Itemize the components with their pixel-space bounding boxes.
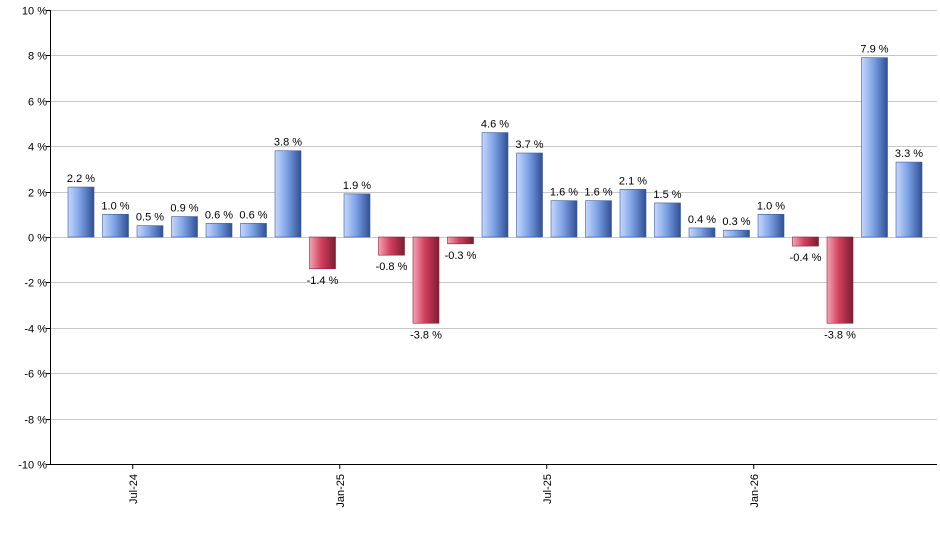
data-label: 0.4 % — [688, 214, 716, 226]
data-label: 0.5 % — [136, 212, 164, 224]
axes — [46, 10, 937, 469]
bar-positive — [550, 200, 578, 238]
bar-negative — [378, 236, 405, 256]
bar-positive — [481, 132, 509, 238]
y-tick-label: 6 % — [28, 97, 47, 109]
y-tick-label: 4 % — [28, 142, 47, 154]
data-label: 1.9 % — [343, 180, 371, 192]
x-tick-labels: Jul-24 Jan-25 Jul-25 Jan-26 — [128, 474, 761, 508]
y-tick-label: 10 % — [22, 6, 47, 18]
data-label: 0.6 % — [239, 209, 267, 221]
data-label: 1.6 % — [550, 187, 578, 199]
y-tick-label: -2 % — [24, 278, 47, 290]
y-tick-label: -4 % — [24, 324, 47, 336]
bar-positive — [723, 229, 750, 238]
bar-positive — [136, 225, 164, 238]
y-tick-label: 8 % — [28, 51, 47, 63]
y-tick-label: -8 % — [24, 415, 47, 427]
y-tick-label: 2 % — [28, 188, 47, 200]
data-label: 0.6 % — [205, 209, 233, 221]
bar-positive — [688, 227, 716, 238]
data-label: -3.8 % — [410, 329, 442, 341]
data-label: 1.5 % — [653, 189, 681, 201]
bar-negative — [792, 236, 819, 247]
bar-positive — [274, 150, 302, 238]
data-label: 7.9 % — [860, 44, 888, 56]
x-tick-label: Jan-26 — [749, 474, 761, 508]
data-label: 3.7 % — [515, 139, 543, 151]
bar-positive — [240, 223, 267, 238]
data-label: 2.2 % — [67, 173, 95, 185]
bars — [67, 57, 923, 324]
bar-positive — [102, 214, 129, 238]
data-label: 3.3 % — [895, 148, 923, 160]
x-tick-label: Jul-24 — [128, 474, 140, 504]
y-tick-labels: 10 % 8 % 6 % 4 % 2 % 0 % -2 % -4 % -6 % -8 % -10 % — [18, 6, 47, 472]
data-label: 2.1 % — [619, 175, 647, 187]
data-label: 0.3 % — [722, 216, 750, 228]
bar-positive — [654, 202, 681, 238]
bar-positive — [171, 216, 198, 238]
bar-positive — [516, 152, 543, 238]
bar-negative — [826, 236, 854, 324]
data-label: -0.4 % — [790, 252, 822, 264]
bar-positive — [619, 189, 647, 238]
y-tick-label: -10 % — [18, 460, 47, 472]
data-label: -0.8 % — [376, 261, 408, 273]
x-tick-label: Jan-25 — [335, 474, 347, 508]
data-labels: 2.2 % 1.0 % 0.5 % 0.9 % 0.6 % 0.6 % 3.8 % -1.4 … — [67, 44, 923, 342]
data-label: 1.0 % — [757, 200, 785, 212]
bar-positive — [343, 193, 371, 238]
data-label: -3.8 % — [824, 329, 856, 341]
data-label: 3.8 % — [274, 137, 302, 149]
data-label: 0.9 % — [170, 203, 198, 215]
data-label: 1.0 % — [101, 200, 129, 212]
bar-positive — [895, 161, 923, 238]
bar-positive — [585, 200, 612, 238]
bar-negative — [447, 236, 474, 245]
y-tick-label: -6 % — [24, 369, 47, 381]
bar-positive — [757, 214, 785, 238]
data-label: 4.6 % — [481, 119, 509, 131]
x-tick-label: Jul-25 — [542, 474, 554, 504]
data-label: -1.4 % — [307, 275, 339, 287]
bar-positive — [67, 186, 95, 238]
y-tick-label: 0 % — [28, 233, 47, 245]
data-label: 1.6 % — [584, 187, 612, 199]
bar-positive — [205, 223, 233, 238]
data-label: -0.3 % — [445, 250, 477, 262]
bar-negative — [309, 236, 336, 270]
bar-positive — [861, 57, 888, 238]
bar-negative — [412, 236, 440, 324]
